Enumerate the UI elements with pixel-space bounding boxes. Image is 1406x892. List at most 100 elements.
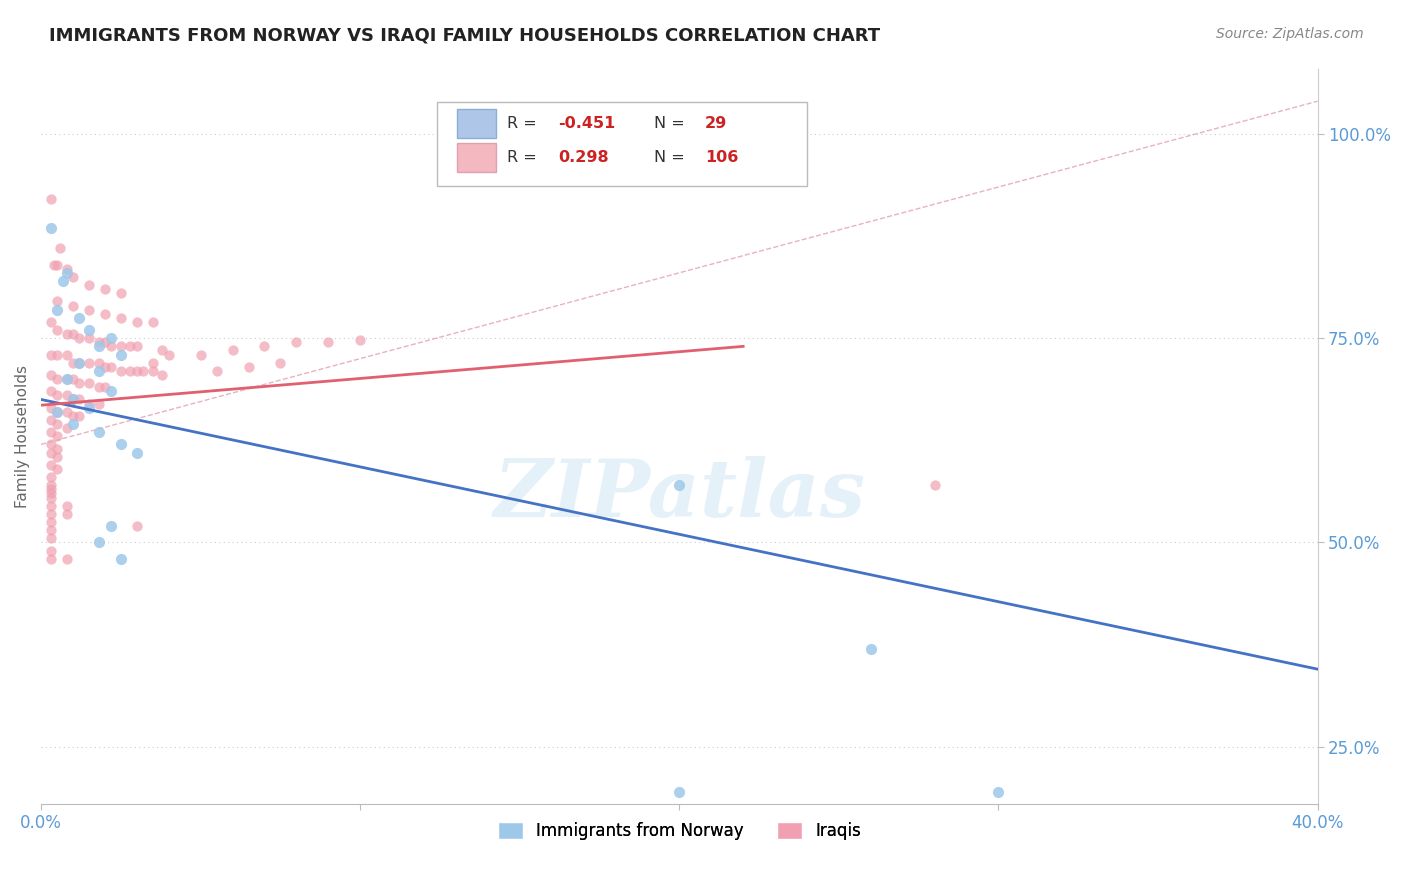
Text: R =: R = xyxy=(508,116,541,131)
Point xyxy=(55,421,77,435)
Text: ZIPatlas: ZIPatlas xyxy=(494,457,866,533)
Point xyxy=(94,307,117,321)
Point xyxy=(55,261,77,276)
Point xyxy=(100,359,122,374)
Point xyxy=(94,335,117,350)
Point xyxy=(46,405,69,419)
Point xyxy=(557,805,579,819)
Point xyxy=(55,347,77,361)
Point xyxy=(87,364,110,378)
Point xyxy=(125,445,148,459)
Point xyxy=(77,331,100,345)
Point xyxy=(39,384,62,399)
Point xyxy=(110,286,132,301)
Point xyxy=(46,258,69,272)
Y-axis label: Family Households: Family Households xyxy=(15,365,30,508)
Point xyxy=(94,282,117,296)
Point xyxy=(142,364,165,378)
Point xyxy=(125,339,148,353)
Point xyxy=(924,478,946,492)
Point xyxy=(120,364,142,378)
Point xyxy=(52,274,75,288)
Point xyxy=(39,470,62,484)
Text: R =: R = xyxy=(508,150,541,165)
Point xyxy=(269,356,291,370)
Point xyxy=(205,364,228,378)
Point xyxy=(318,335,340,350)
Point xyxy=(62,409,84,423)
Point xyxy=(39,220,62,235)
Point xyxy=(67,310,90,325)
Point xyxy=(110,347,132,361)
Point xyxy=(62,356,84,370)
Point xyxy=(77,278,100,293)
Text: 0.298: 0.298 xyxy=(558,150,609,165)
Point xyxy=(39,192,62,206)
Point xyxy=(77,302,100,317)
Point xyxy=(55,327,77,342)
Point xyxy=(132,364,155,378)
Point xyxy=(125,315,148,329)
Point xyxy=(39,458,62,472)
Point xyxy=(39,368,62,382)
Point xyxy=(77,356,100,370)
Point xyxy=(39,401,62,415)
Point xyxy=(39,347,62,361)
Point xyxy=(150,343,173,358)
Point xyxy=(87,339,110,353)
Point xyxy=(46,442,69,456)
Point xyxy=(94,380,117,394)
Point xyxy=(39,515,62,529)
Point xyxy=(100,331,122,345)
FancyBboxPatch shape xyxy=(457,109,495,138)
Point xyxy=(62,327,84,342)
Point xyxy=(238,359,260,374)
Text: N =: N = xyxy=(654,116,690,131)
Text: 106: 106 xyxy=(704,150,738,165)
Point xyxy=(39,523,62,537)
Point xyxy=(42,258,65,272)
Point xyxy=(87,425,110,439)
Point xyxy=(39,437,62,451)
Point xyxy=(125,364,148,378)
Point xyxy=(100,519,122,533)
Point xyxy=(55,507,77,521)
Point xyxy=(285,335,308,350)
Point xyxy=(110,339,132,353)
Point xyxy=(39,445,62,459)
Text: N =: N = xyxy=(654,150,690,165)
Point xyxy=(100,384,122,399)
Point xyxy=(67,409,90,423)
Text: Source: ZipAtlas.com: Source: ZipAtlas.com xyxy=(1216,27,1364,41)
Point xyxy=(77,376,100,391)
Point xyxy=(46,450,69,464)
Point xyxy=(987,785,1010,799)
Point xyxy=(62,417,84,431)
Text: -0.451: -0.451 xyxy=(558,116,616,131)
Point xyxy=(46,388,69,402)
Point xyxy=(77,401,100,415)
Legend: Immigrants from Norway, Iraqis: Immigrants from Norway, Iraqis xyxy=(491,815,868,847)
Point xyxy=(190,347,212,361)
Point xyxy=(668,478,690,492)
Point xyxy=(46,347,69,361)
Point xyxy=(49,241,72,255)
Point xyxy=(55,372,77,386)
Point xyxy=(668,785,690,799)
Point xyxy=(142,356,165,370)
Point xyxy=(77,323,100,337)
FancyBboxPatch shape xyxy=(437,102,807,186)
Point xyxy=(46,405,69,419)
Point xyxy=(39,551,62,566)
Point xyxy=(39,478,62,492)
Point xyxy=(67,376,90,391)
Point xyxy=(859,641,882,656)
Point xyxy=(39,486,62,500)
Point xyxy=(67,331,90,345)
Point xyxy=(55,405,77,419)
Point xyxy=(55,551,77,566)
Point xyxy=(110,310,132,325)
Point xyxy=(46,372,69,386)
Point xyxy=(62,392,84,407)
Point xyxy=(87,335,110,350)
